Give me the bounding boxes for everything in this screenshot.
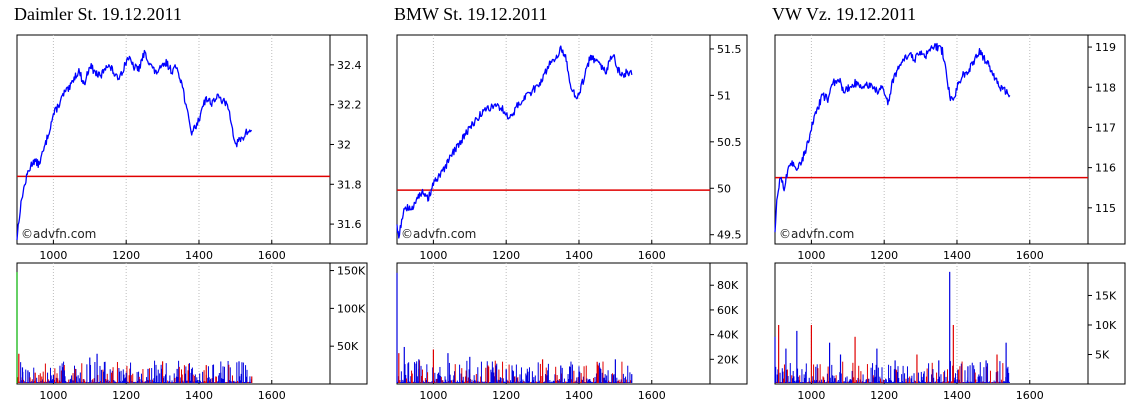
plot-frame: [396, 262, 748, 385]
y-tick-label: 31.8: [337, 178, 362, 191]
chart-title: VW Vz. 19.12.2011: [772, 4, 917, 24]
chart-title: Daimler St. 19.12.2011: [14, 4, 182, 24]
volume-chart: 150K 100K 50K 1000 1200 1400 1600: [16, 262, 368, 402]
y-tick-label: 20K: [717, 353, 739, 366]
price-series-line: [16, 49, 252, 241]
x-tick-label: 1000: [419, 249, 447, 262]
y-tick-label: 115: [1095, 202, 1116, 215]
plot-frame: [16, 34, 368, 245]
y-tick-label: 15K: [1095, 289, 1117, 302]
y-tick-label: 100K: [337, 302, 366, 315]
y-tick-label: 50K: [337, 340, 359, 353]
x-tick-label: 1600: [1016, 389, 1044, 402]
volume-chart: 15K 10K 5K 1000 1200 1400 1600: [774, 262, 1126, 402]
chart-svg: 119 118 117 116 115 ©advfn.com 1000 1200 1400 160…: [774, 34, 1126, 402]
y-tick-label: 40K: [717, 329, 739, 342]
chart-panel-vw: VW Vz. 19.12.2011 119 118 117 116 115 ©advfn.…: [772, 0, 1142, 417]
x-tick-label: 1200: [112, 389, 140, 402]
chart-panel-daimler: Daimler St. 19.12.2011 32.4 32.2 32 31.8 31.…: [14, 0, 384, 417]
y-tick-label: 31.6: [337, 218, 362, 231]
watermark: ©advfn.com: [779, 227, 854, 241]
price-chart: 119 118 117 116 115 ©advfn.com 1000 1200 1400 160…: [774, 34, 1126, 262]
chart-panel-bmw: BMW St. 19.12.2011 51.5 51 50.5 50 49.5 ©advf…: [394, 0, 764, 417]
price-chart: 32.4 32.2 32 31.8 31.6 ©advfn.com 1000 1200 1400…: [16, 34, 368, 262]
x-tick-label: 1200: [870, 389, 898, 402]
x-tick-label: 1600: [1016, 249, 1044, 262]
x-tick-label: 1000: [797, 249, 825, 262]
x-tick-label: 1200: [492, 249, 520, 262]
y-tick-label: 32.4: [337, 59, 362, 72]
x-tick-label: 1400: [185, 249, 213, 262]
y-tick-label: 32.2: [337, 99, 362, 112]
y-tick-label: 117: [1095, 121, 1116, 134]
x-tick-label: 1600: [258, 249, 286, 262]
y-tick-label: 150K: [337, 265, 366, 278]
x-tick-label: 1400: [565, 249, 593, 262]
chart-title: BMW St. 19.12.2011: [394, 4, 548, 24]
x-tick-label: 1200: [870, 249, 898, 262]
y-tick-label: 50.5: [717, 136, 742, 149]
plot-frame: [16, 262, 368, 385]
watermark: ©advfn.com: [21, 227, 96, 241]
x-tick-label: 1600: [638, 389, 666, 402]
y-tick-label: 80K: [717, 279, 739, 292]
x-tick-label: 1200: [492, 389, 520, 402]
x-tick-label: 1400: [185, 389, 213, 402]
x-tick-label: 1400: [943, 389, 971, 402]
y-tick-label: 116: [1095, 162, 1116, 175]
plot-frame: [774, 34, 1126, 245]
y-tick-label: 118: [1095, 81, 1116, 94]
x-tick-label: 1600: [258, 389, 286, 402]
x-tick-label: 1000: [797, 389, 825, 402]
price-series-line: [774, 42, 1011, 233]
y-tick-label: 50: [717, 182, 731, 195]
price-chart: 51.5 51 50.5 50 49.5 ©advfn.com 1000 1200 1400 16…: [396, 34, 748, 262]
x-tick-label: 1400: [565, 389, 593, 402]
x-tick-label: 1600: [638, 249, 666, 262]
y-tick-label: 119: [1095, 41, 1116, 54]
x-tick-label: 1000: [39, 389, 67, 402]
plot-frame: [396, 34, 748, 245]
y-tick-label: 60K: [717, 304, 739, 317]
watermark: ©advfn.com: [401, 227, 476, 241]
y-tick-label: 49.5: [717, 229, 742, 242]
chart-svg: 51.5 51 50.5 50 49.5 ©advfn.com 1000 1200 1400 16…: [396, 34, 748, 402]
y-tick-label: 5K: [1095, 348, 1110, 361]
y-tick-label: 10K: [1095, 319, 1117, 332]
y-tick-label: 51: [717, 89, 731, 102]
y-tick-label: 32: [337, 138, 351, 151]
chart-svg: 32.4 32.2 32 31.8 31.6 ©advfn.com 1000 1200 1400…: [16, 34, 368, 402]
y-tick-label: 51.5: [717, 43, 742, 56]
volume-chart: 80K 60K 40K 20K 1000 1200 1400 1600: [396, 262, 748, 402]
x-tick-label: 1000: [419, 389, 447, 402]
x-tick-label: 1400: [943, 249, 971, 262]
price-series-line: [396, 45, 633, 239]
x-tick-label: 1200: [112, 249, 140, 262]
x-tick-label: 1000: [39, 249, 67, 262]
